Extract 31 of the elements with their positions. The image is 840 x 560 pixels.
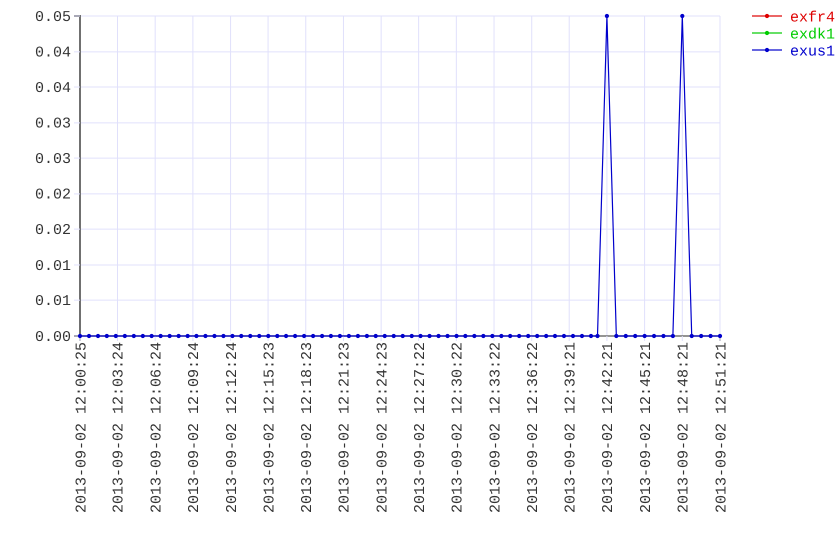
y-tick-label: 0.02: [34, 186, 71, 204]
x-tick-label: 2013-09-02 12:27:22: [412, 342, 429, 514]
y-tick-label: 0.03: [34, 116, 71, 133]
x-tick-label: 2013-09-02 12:21:23: [336, 342, 354, 514]
x-tick-label: 2013-09-02 12:03:24: [110, 342, 128, 514]
y-tick-label: 0.04: [34, 80, 71, 97]
y-tick-label: 0.01: [34, 258, 71, 275]
x-tick-label: 2013-09-02 12:45:21: [638, 342, 655, 514]
x-tick-label: 2013-09-02 12:42:21: [600, 342, 618, 514]
y-tick-label: 0.05: [34, 8, 71, 26]
y-tick-label: 0.02: [34, 222, 71, 239]
x-tick-label: 2013-09-02 12:06:24: [148, 342, 166, 514]
x-tick-label: 2013-09-02 12:00:25: [73, 342, 90, 514]
y-tick-label: 0.01: [34, 292, 71, 310]
x-tick-label: 2013-09-02 12:18:23: [299, 342, 316, 514]
x-tick-label: 2013-09-02 12:24:23: [374, 342, 392, 514]
y-tick-label: 0.00: [34, 328, 71, 346]
x-tick-label: 2013-09-02 12:09:24: [186, 342, 204, 514]
legend-label: exdk1: [790, 26, 836, 44]
x-tick-label: 2013-09-02 12:33:22: [487, 342, 504, 514]
y-tick-label: 0.04: [34, 44, 71, 62]
legend-label: exfr4: [790, 9, 836, 26]
y-tick-label: 0.03: [34, 150, 71, 168]
x-tick-label: 2013-09-02 12:12:24: [224, 342, 241, 514]
x-tick-label: 2013-09-02 12:48:21: [676, 342, 693, 514]
x-tick-label: 2013-09-02 12:39:21: [562, 342, 580, 514]
x-tick-label: 2013-09-02 12:51:21: [713, 342, 730, 514]
x-tick-label: 2013-09-02 12:36:22: [524, 342, 542, 514]
x-tick-label: 2013-09-02 12:30:22: [450, 342, 467, 514]
legend-label: exus1: [790, 43, 836, 60]
x-tick-label: 2013-09-02 12:15:23: [261, 342, 278, 514]
